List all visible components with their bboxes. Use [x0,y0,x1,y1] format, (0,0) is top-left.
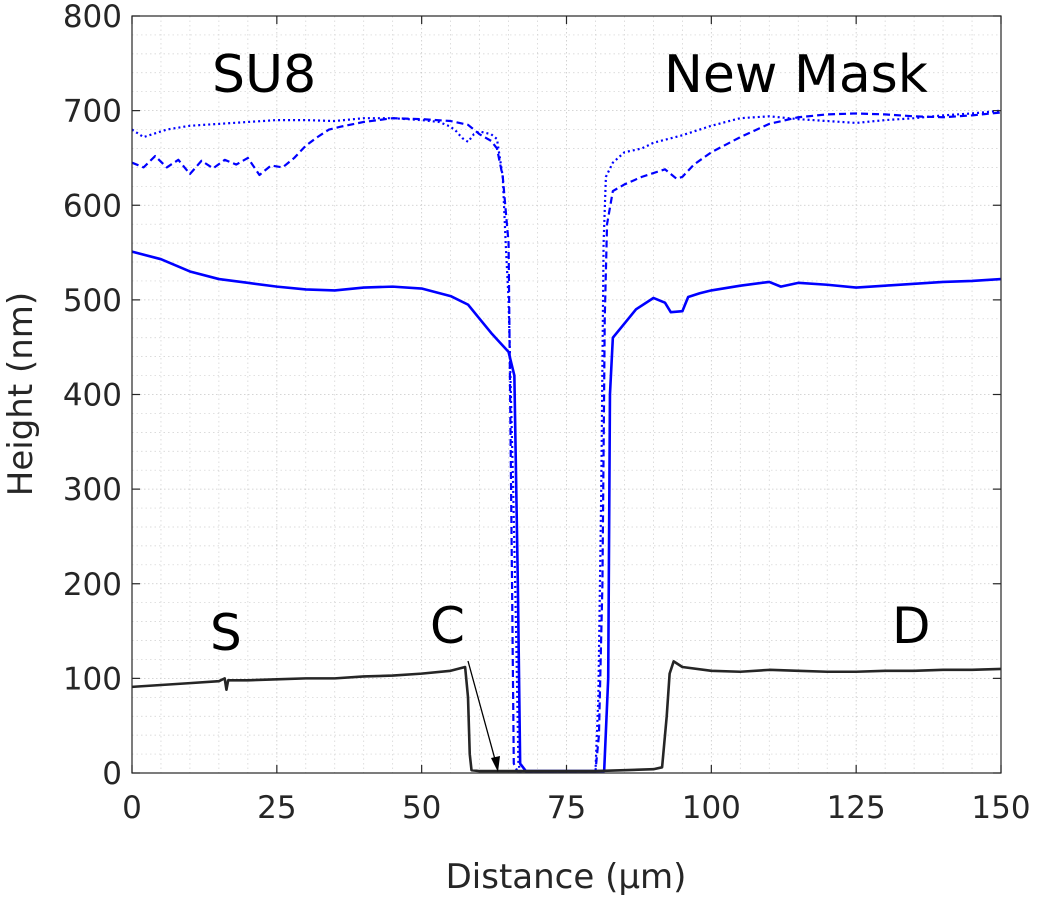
annotation-d: D [892,597,931,655]
axis-ticks [131,15,1002,774]
y-tick-label: 0 [102,756,122,792]
y-tick-label: 800 [63,0,122,35]
y-tick-label: 200 [63,567,122,603]
x-axis-label: Distance (μm) [446,857,687,897]
series-line-3 [131,660,1002,773]
series-line-1 [131,111,1002,773]
x-tick-label: 50 [402,790,441,826]
x-tick-label: 75 [547,790,586,826]
annotation-new-mask: New Mask [664,45,928,105]
y-tick-label: 400 [63,378,122,414]
y-tick-label: 100 [63,661,122,697]
annotation-su8: SU8 [212,45,316,105]
x-tick-label: 0 [122,790,142,826]
y-axis-label: Height (nm) [1,292,41,496]
annotation-c: C [430,597,465,655]
y-tick-label: 600 [63,188,122,224]
tick-labels: 0 25 50 75 100 125 150 0 100 200 300 400 500 600 700 80… [63,0,1031,826]
series-line-2 [131,109,1002,773]
y-tick-label: 700 [63,94,122,130]
x-tick-label: 100 [682,790,741,826]
x-tick-label: 150 [971,790,1030,826]
annotation-c-arrow [467,660,500,772]
series-line-0 [131,250,1002,773]
series-layer [131,109,1002,773]
annotation-s: S [210,604,242,662]
y-tick-label: 300 [63,472,122,508]
x-tick-label: 25 [257,790,296,826]
y-tick-label: 500 [63,283,122,319]
x-tick-label: 125 [827,790,886,826]
